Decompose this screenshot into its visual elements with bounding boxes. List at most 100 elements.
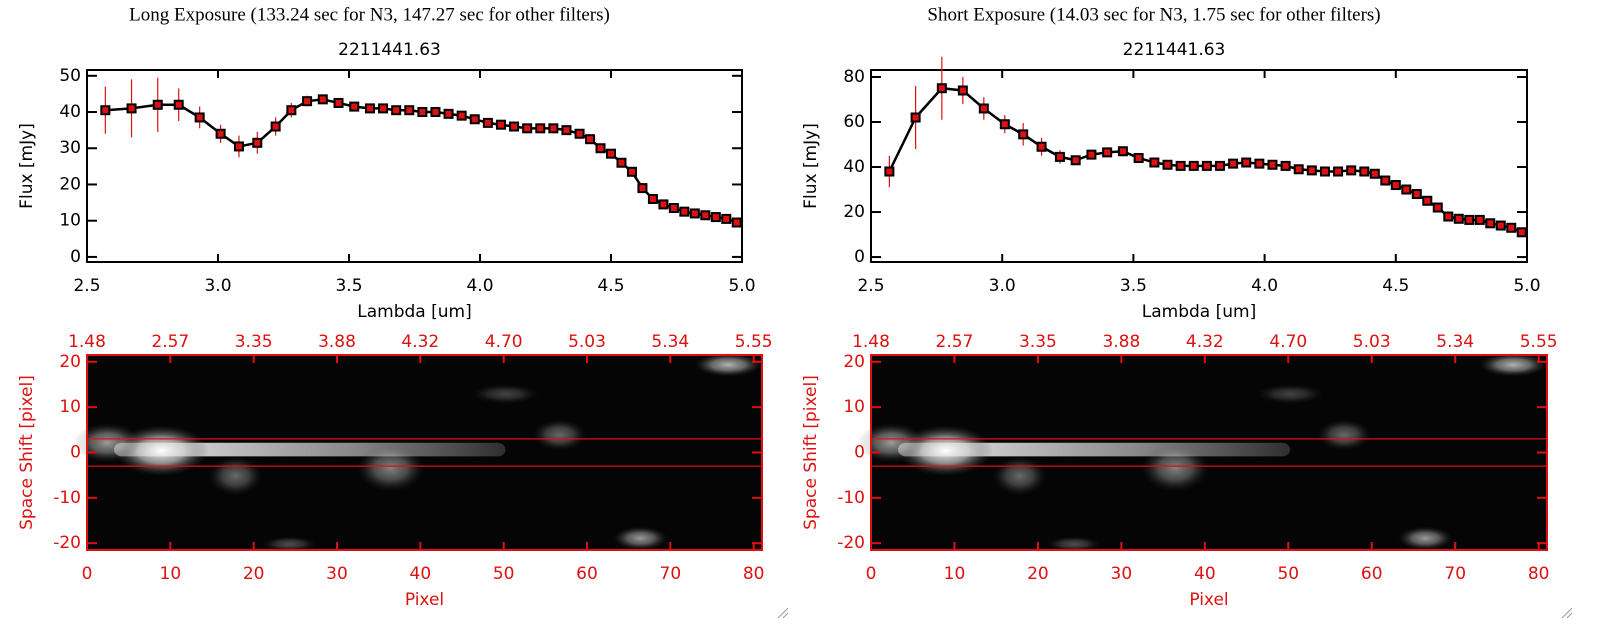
x-tick-label: 4.5 [1382, 276, 1409, 296]
x-tick-label: 3.5 [1120, 276, 1147, 296]
x-tick-label: 2.5 [857, 276, 884, 296]
data-point [1359, 166, 1370, 177]
data-point [495, 119, 506, 130]
chart-title: Short Exposure (14.03 sec for N3, 1.75 s… [927, 4, 1380, 25]
data-point [364, 103, 375, 114]
x-tick-label: 40 [1194, 564, 1216, 584]
data-point [606, 148, 616, 159]
x2-tick-label: 4.70 [1269, 332, 1307, 352]
data-point [999, 119, 1010, 130]
data-point [721, 213, 732, 224]
data-point [1319, 166, 1330, 177]
data-point [1401, 184, 1412, 195]
y-tick-label: 0 [70, 443, 81, 463]
data-point [1241, 157, 1252, 168]
y-axis-label: Flux [mJy] [17, 123, 37, 209]
data-point [1333, 166, 1344, 177]
x2-tick-label: 4.70 [485, 332, 523, 352]
data-point [585, 134, 596, 145]
x-tick-label: 80 [1528, 564, 1550, 584]
data-point [215, 128, 226, 139]
data-point [173, 99, 184, 110]
x-tick-label: 50 [493, 564, 515, 584]
data-point [1443, 211, 1454, 222]
image-blob [613, 526, 668, 550]
data-point [658, 199, 669, 210]
image-blob [471, 384, 540, 404]
data-point [286, 105, 297, 116]
data-point [1254, 158, 1265, 169]
data-point [957, 85, 968, 96]
data-point [1506, 222, 1517, 233]
y-tick-label: 40 [59, 102, 81, 122]
data-line [888, 86, 1523, 234]
data-point [317, 94, 328, 105]
data-point [626, 166, 637, 177]
data-point [252, 137, 263, 148]
data-point [378, 103, 389, 114]
x-tick-label: 0 [866, 564, 877, 584]
image-blob [1317, 419, 1372, 451]
data-point [404, 105, 415, 116]
x2-tick-label: 5.55 [1520, 332, 1558, 352]
x-tick-label: 3.5 [335, 276, 362, 296]
data-point [679, 206, 690, 217]
x-axis-label: Pixel [1189, 590, 1228, 610]
data-point [668, 203, 679, 214]
x-tick-label: 3.0 [989, 276, 1016, 296]
y-tick-label: 20 [59, 174, 81, 194]
x-tick-label: 0 [82, 564, 93, 584]
x-tick-label: 20 [243, 564, 265, 584]
x2-tick-label: 3.35 [1019, 332, 1057, 352]
data-point [1228, 158, 1239, 169]
x2-tick-label: 5.03 [568, 332, 606, 352]
data-point [910, 112, 921, 123]
data-point [391, 105, 402, 116]
data-point [1516, 227, 1527, 238]
data-point [1162, 159, 1173, 170]
x-tick-label: 30 [1111, 564, 1133, 584]
y-tick-label: 10 [59, 397, 81, 417]
y-tick-label: 60 [843, 112, 865, 132]
y-tick-label: -10 [837, 488, 865, 508]
data-point [522, 123, 533, 134]
data-point [270, 121, 281, 132]
data-point [1102, 147, 1113, 158]
data-point [1306, 165, 1317, 176]
x2-tick-label: 1.48 [852, 332, 890, 352]
x-tick-label: 2.5 [73, 276, 100, 296]
data-point [349, 101, 360, 112]
x-tick-label: 5.0 [728, 276, 755, 296]
x2-tick-label: 3.88 [1102, 332, 1140, 352]
image-blob [694, 353, 762, 377]
data-point [233, 141, 244, 152]
y-axis-label: Space Shift [pixel] [801, 375, 821, 530]
data-point [548, 123, 559, 134]
chart-subtitle: 2211441.63 [338, 40, 441, 60]
x2-tick-label: 3.35 [235, 332, 273, 352]
y-tick-label: -20 [837, 533, 865, 553]
data-point [1214, 160, 1225, 171]
image-blob [1046, 536, 1101, 552]
data-point [509, 121, 520, 132]
plot-frame [86, 69, 743, 263]
resize-grip [1561, 607, 1573, 619]
data-point [152, 99, 163, 110]
data-point [1201, 160, 1212, 171]
x2-tick-label: 5.03 [1353, 332, 1391, 352]
plot-frame [86, 354, 763, 551]
x-tick-label: 70 [660, 564, 682, 584]
x-tick-label: 3.0 [204, 276, 231, 296]
data-point [1422, 195, 1433, 206]
data-point [731, 217, 742, 228]
x-tick-label: 20 [1027, 564, 1049, 584]
x2-tick-label: 4.32 [1186, 332, 1224, 352]
y-tick-label: 0 [70, 247, 81, 267]
data-point [456, 110, 467, 121]
data-point [333, 97, 344, 108]
data-point [1474, 214, 1485, 225]
image-blob [357, 444, 425, 492]
data-point [1086, 149, 1097, 160]
x2-tick-label: 4.32 [401, 332, 439, 352]
